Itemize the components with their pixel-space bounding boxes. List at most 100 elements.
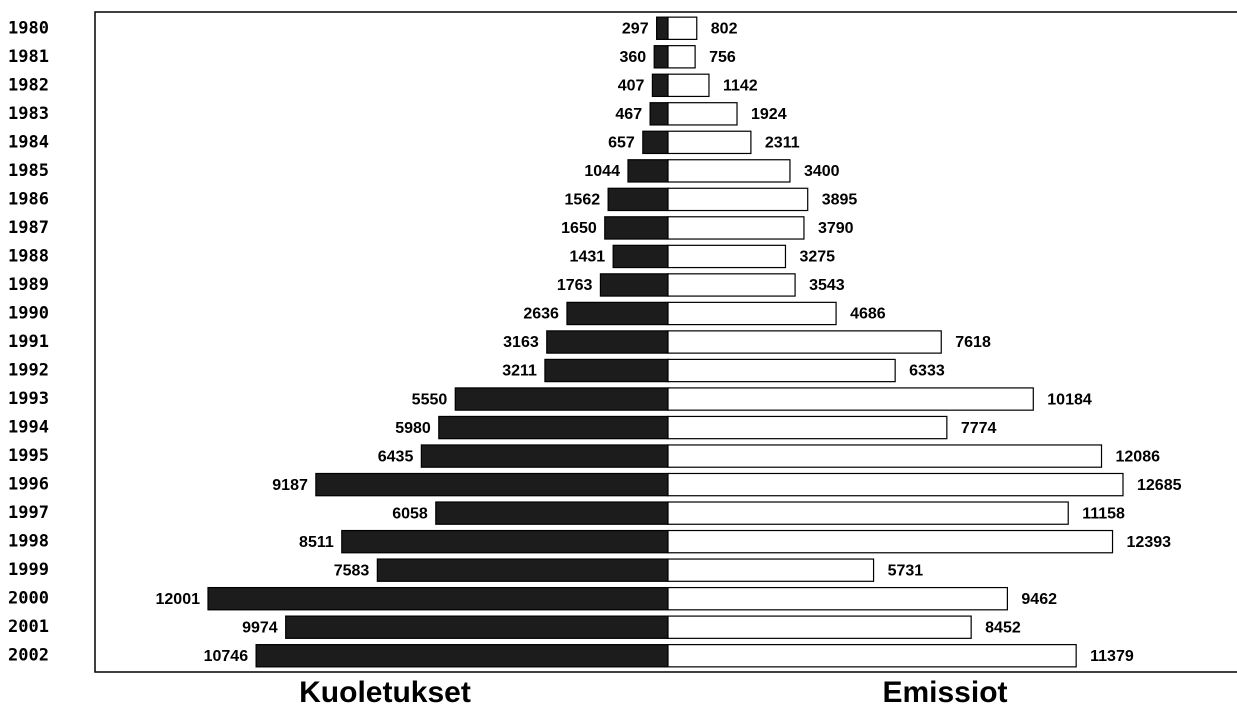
bar bbox=[607, 187, 669, 212]
bar bbox=[667, 387, 1034, 411]
bar bbox=[651, 73, 669, 98]
bar bbox=[376, 558, 669, 582]
y-tick-label: 1983 bbox=[8, 104, 49, 124]
bar bbox=[667, 358, 896, 383]
bar bbox=[544, 358, 669, 383]
plot-frame bbox=[94, 11, 1237, 673]
y-tick-label: 1987 bbox=[8, 218, 49, 238]
bar bbox=[653, 45, 669, 69]
data-label: 12685 bbox=[1137, 477, 1182, 494]
bar bbox=[667, 102, 738, 126]
data-label: 1044 bbox=[584, 163, 620, 180]
data-label: 8452 bbox=[985, 619, 1021, 636]
bar bbox=[667, 644, 1077, 668]
data-label: 407 bbox=[618, 78, 645, 95]
data-label: 9974 bbox=[242, 619, 278, 636]
data-label: 3163 bbox=[503, 334, 539, 351]
y-tick-label: 1984 bbox=[8, 132, 49, 152]
data-label: 9462 bbox=[1021, 591, 1057, 608]
y-tick-label: 2001 bbox=[8, 617, 49, 637]
data-label: 6333 bbox=[909, 363, 945, 380]
y-tick-label: 1998 bbox=[8, 532, 49, 552]
y-tick-label: 1981 bbox=[8, 47, 49, 67]
y-tick-label: 1986 bbox=[8, 189, 49, 209]
data-label: 12001 bbox=[156, 591, 201, 608]
bar bbox=[546, 330, 669, 354]
bar bbox=[667, 529, 1114, 554]
y-tick-label: 1997 bbox=[8, 503, 49, 523]
y-tick-label: 1985 bbox=[8, 161, 49, 181]
data-label: 5550 bbox=[412, 391, 448, 408]
data-label: 3790 bbox=[818, 220, 854, 237]
y-tick-label: 1993 bbox=[8, 389, 49, 409]
data-label: 3895 bbox=[822, 192, 858, 209]
bar bbox=[341, 529, 669, 554]
bar bbox=[667, 16, 698, 40]
bar bbox=[667, 187, 809, 212]
data-label: 3400 bbox=[804, 163, 840, 180]
data-label: 7618 bbox=[955, 334, 991, 351]
bar bbox=[667, 415, 948, 440]
data-label: 6435 bbox=[378, 448, 414, 465]
data-label: 7774 bbox=[961, 420, 997, 437]
y-tick-label: 1995 bbox=[8, 446, 49, 466]
bar bbox=[667, 45, 696, 69]
data-label: 6058 bbox=[392, 505, 428, 522]
y-tick-label: 2002 bbox=[8, 646, 49, 666]
bar bbox=[667, 301, 837, 326]
bar bbox=[420, 444, 669, 468]
data-label: 297 bbox=[622, 20, 649, 37]
data-label: 756 bbox=[709, 49, 736, 66]
bar bbox=[566, 301, 669, 326]
y-tick-label: 1996 bbox=[8, 475, 49, 495]
data-label: 3211 bbox=[502, 363, 537, 380]
bar bbox=[627, 159, 669, 183]
bar bbox=[285, 615, 669, 639]
bar bbox=[667, 244, 787, 269]
series-label: Emissiot bbox=[882, 676, 1007, 709]
data-label: 2636 bbox=[523, 306, 559, 323]
bar bbox=[435, 501, 669, 525]
bar bbox=[667, 130, 752, 155]
y-tick-label: 1999 bbox=[8, 560, 49, 580]
bar bbox=[207, 586, 669, 611]
data-label: 1142 bbox=[723, 78, 758, 95]
y-tick-label: 1994 bbox=[8, 418, 49, 438]
data-label: 12086 bbox=[1116, 448, 1161, 465]
bar bbox=[656, 16, 669, 40]
data-label: 8511 bbox=[299, 534, 334, 551]
bar bbox=[454, 387, 669, 411]
data-label: 360 bbox=[619, 49, 646, 66]
bar bbox=[612, 244, 669, 269]
series-label: Kuoletukset bbox=[299, 676, 471, 709]
y-tick-label: 1989 bbox=[8, 275, 49, 295]
bar bbox=[255, 644, 669, 668]
data-label: 10746 bbox=[204, 648, 249, 665]
bar bbox=[667, 216, 805, 240]
data-label: 9187 bbox=[272, 477, 308, 494]
bar bbox=[667, 501, 1069, 525]
bar bbox=[315, 472, 669, 497]
bar bbox=[667, 159, 791, 183]
data-label: 11379 bbox=[1090, 648, 1134, 665]
bar bbox=[667, 558, 875, 582]
bar bbox=[667, 615, 972, 639]
data-label: 802 bbox=[711, 20, 738, 37]
data-label: 5731 bbox=[888, 562, 924, 579]
data-label: 3543 bbox=[809, 277, 845, 294]
data-label: 1562 bbox=[565, 192, 601, 209]
y-tick-label: 1980 bbox=[8, 18, 49, 38]
data-label: 4686 bbox=[850, 306, 886, 323]
bar bbox=[667, 444, 1103, 468]
data-label: 10184 bbox=[1047, 391, 1092, 408]
data-label: 467 bbox=[615, 106, 642, 123]
data-label: 657 bbox=[608, 135, 635, 152]
data-label: 7583 bbox=[334, 562, 370, 579]
bar bbox=[667, 472, 1124, 497]
bar bbox=[599, 273, 669, 297]
bar bbox=[667, 330, 942, 354]
data-label: 11158 bbox=[1082, 505, 1125, 522]
bar bbox=[649, 102, 669, 126]
y-tick-label: 1992 bbox=[8, 361, 49, 381]
